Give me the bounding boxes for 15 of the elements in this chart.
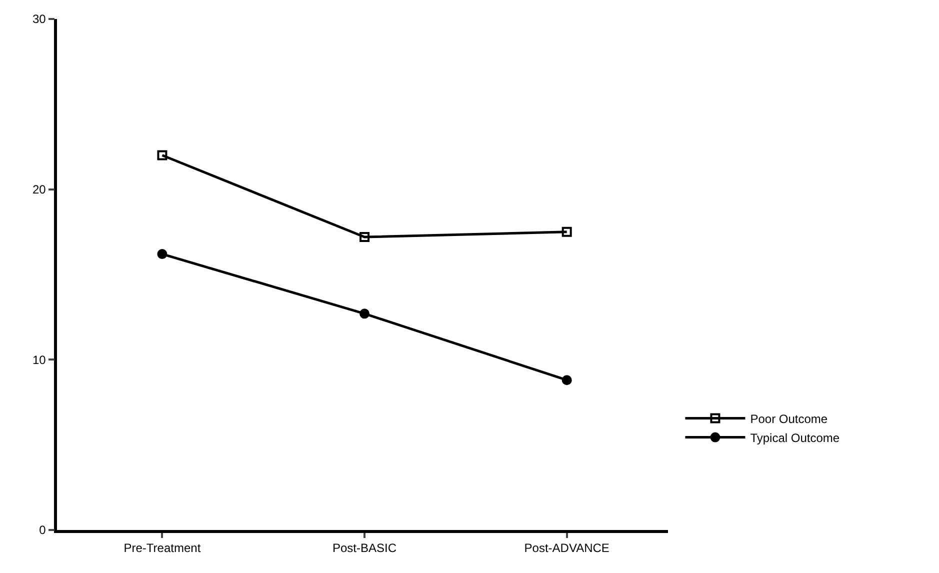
point	[562, 226, 572, 237]
y-tick-label: 10	[32, 352, 46, 367]
y-tick-label: 30	[32, 12, 46, 26]
y-tick-label: 20	[32, 182, 46, 197]
x-tick-label: Pre-Treatment	[124, 541, 202, 556]
x-tick-label: Post-BASIC	[332, 541, 397, 556]
point	[157, 150, 168, 160]
point	[360, 232, 370, 242]
point	[562, 375, 572, 386]
y-tick-label: 0	[39, 523, 46, 538]
legend-label: Poor Outcome	[750, 412, 828, 426]
x-tick-label: Post-ADVANCE	[524, 541, 610, 556]
legend-label: Typical Outcome	[750, 430, 840, 445]
point	[157, 249, 168, 260]
point	[360, 308, 370, 319]
